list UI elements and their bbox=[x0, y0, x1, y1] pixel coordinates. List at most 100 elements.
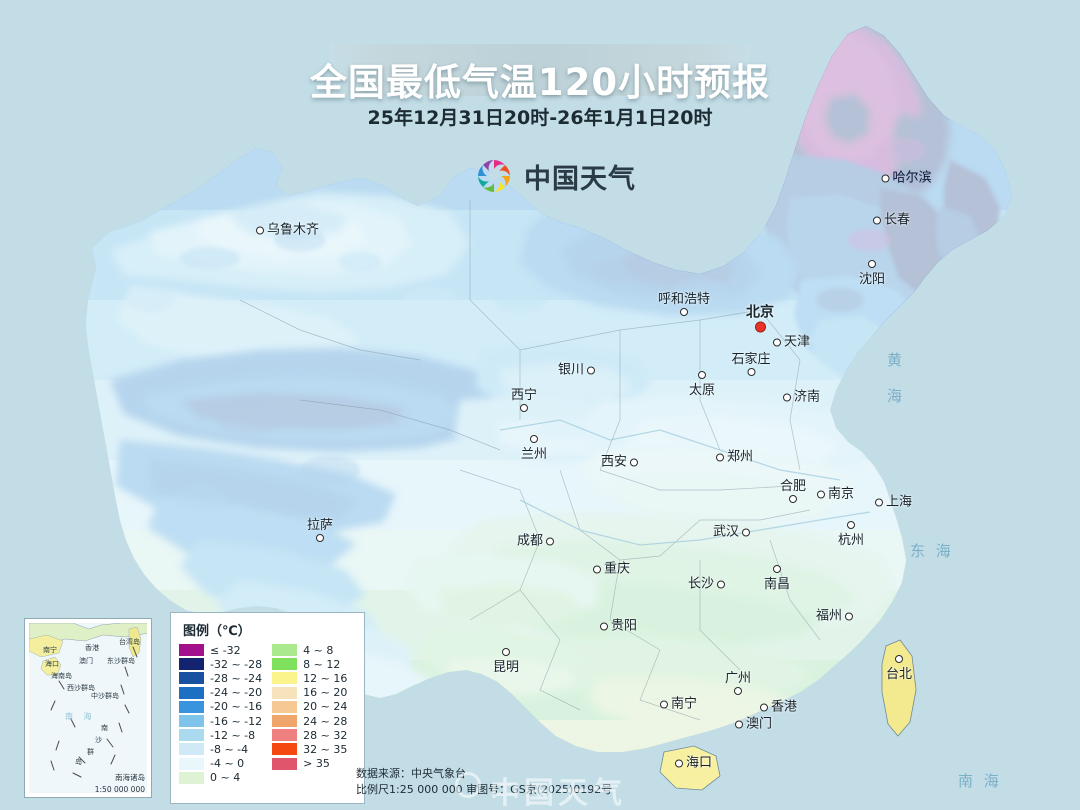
legend-item: 28 ~ 32 bbox=[272, 728, 347, 742]
inset-place-label: 海南岛 bbox=[51, 672, 72, 680]
title-band bbox=[330, 44, 750, 96]
legend-item: 0 ~ 4 bbox=[179, 771, 262, 785]
city-label: 兰州 bbox=[521, 434, 547, 462]
legend-range-label: 4 ~ 8 bbox=[303, 643, 334, 657]
city-label: 台北 bbox=[886, 654, 912, 682]
city-marker-icon bbox=[315, 533, 324, 542]
legend-range-label: -28 ~ -24 bbox=[210, 671, 263, 685]
legend-range-label: -24 ~ -20 bbox=[210, 686, 263, 700]
legend-item: 16 ~ 20 bbox=[272, 686, 347, 700]
legend-item: -32 ~ -28 bbox=[179, 657, 262, 671]
inset-canvas bbox=[29, 623, 147, 793]
inset-place-label: 香港 bbox=[85, 644, 99, 652]
sea-label: 南 海 bbox=[958, 772, 1002, 790]
city-marker-icon bbox=[546, 537, 555, 545]
city-marker-icon bbox=[587, 366, 596, 374]
city-name: 合肥 bbox=[779, 479, 807, 494]
rivers bbox=[499, 419, 871, 546]
city-label: 昆明 bbox=[493, 647, 519, 675]
legend-color-swatch bbox=[179, 658, 204, 671]
city-marker-icon bbox=[894, 654, 903, 663]
city-label: 贵阳 bbox=[597, 615, 637, 634]
city-label: 南昌 bbox=[764, 564, 790, 592]
city-marker-icon bbox=[734, 720, 743, 728]
inset-place-label: 南宁 bbox=[43, 646, 57, 654]
city-label: 天津 bbox=[770, 331, 810, 350]
legend-item: > 35 bbox=[272, 757, 347, 771]
city-label: 太原 bbox=[689, 370, 715, 398]
city-marker-icon bbox=[501, 647, 510, 656]
inset-title: 南海诸岛 bbox=[115, 773, 145, 782]
legend-color-swatch bbox=[179, 715, 204, 728]
legend-color-swatch bbox=[179, 672, 204, 685]
city-label: 合肥 bbox=[780, 475, 806, 503]
city-marker-icon bbox=[746, 367, 755, 376]
city-name: 郑州 bbox=[726, 449, 754, 465]
legend-range-label: -32 ~ -28 bbox=[210, 657, 263, 671]
legend-color-swatch bbox=[179, 771, 204, 784]
city-name: 上海 bbox=[885, 494, 913, 510]
city-label: 银川 bbox=[558, 359, 598, 378]
city-name: 贵阳 bbox=[610, 618, 638, 634]
legend-color-swatch bbox=[272, 658, 298, 671]
legend-range-label: -8 ~ -4 bbox=[210, 742, 249, 756]
city-marker-icon bbox=[788, 494, 797, 503]
legend-color-swatch bbox=[272, 672, 298, 685]
city-label: 西安 bbox=[601, 451, 641, 470]
city-label: 郑州 bbox=[713, 446, 753, 465]
inset-place-label: 中沙群岛 bbox=[91, 692, 119, 700]
city-marker-icon bbox=[715, 453, 724, 461]
legend-color-swatch bbox=[272, 715, 298, 728]
inset-place-label: 岛 bbox=[75, 758, 82, 766]
watermark-text: 中国天气 bbox=[490, 776, 626, 810]
legend-color-swatch bbox=[179, 757, 204, 770]
south-china-sea-inset: 南宁 海口 香港 澳门 台湾岛 东沙群岛 海南岛 西沙群岛 中沙群岛南沙群岛 南 海 南海诸岛 1… bbox=[24, 618, 152, 798]
city-marker-icon bbox=[742, 528, 751, 536]
legend-item: -16 ~ -12 bbox=[179, 714, 262, 728]
legend-item: 32 ~ 35 bbox=[272, 742, 347, 756]
city-name: 沈阳 bbox=[858, 272, 886, 287]
city-marker-icon bbox=[717, 580, 726, 588]
sea-label: 黄 海 bbox=[885, 352, 903, 411]
brand-name: 中国天气 bbox=[524, 163, 636, 195]
legend-range-label: -12 ~ -8 bbox=[210, 728, 256, 742]
city-marker-icon bbox=[630, 458, 639, 466]
legend-range-label: 32 ~ 35 bbox=[303, 742, 348, 756]
legend-item: 24 ~ 28 bbox=[272, 714, 347, 728]
inset-sea-label: 南 海 bbox=[65, 712, 96, 721]
legend-color-swatch bbox=[272, 686, 298, 699]
city-label: 南京 bbox=[814, 483, 854, 502]
legend-item: -24 ~ -20 bbox=[179, 686, 262, 700]
city-label: 广州 bbox=[725, 667, 751, 695]
city-marker-icon bbox=[255, 226, 264, 234]
city-name: 天津 bbox=[783, 334, 811, 350]
inset-scale: 1:50 000 000 bbox=[94, 785, 145, 794]
legend-item: -20 ~ -16 bbox=[179, 700, 262, 714]
city-name: 长沙 bbox=[687, 576, 715, 592]
city-marker-icon bbox=[599, 622, 608, 630]
page-title: 全国最低气温120小时预报 bbox=[309, 61, 771, 104]
legend-item: -12 ~ -8 bbox=[179, 728, 262, 742]
city-marker-icon bbox=[874, 498, 883, 506]
city-name: 拉萨 bbox=[306, 518, 334, 533]
brand-logo: 中国天气 bbox=[474, 156, 636, 196]
legend-range-label: -16 ~ -12 bbox=[210, 714, 263, 728]
city-name: 南京 bbox=[827, 486, 855, 502]
city-name: 乌鲁木齐 bbox=[266, 222, 320, 238]
legend-color-swatch bbox=[272, 757, 298, 770]
inset-place-label: 澳门 bbox=[79, 657, 93, 665]
city-name: 石家庄 bbox=[731, 352, 771, 367]
city-marker-icon bbox=[733, 686, 742, 695]
legend-item: 12 ~ 16 bbox=[272, 671, 347, 685]
legend-item: 4 ~ 8 bbox=[272, 643, 347, 657]
legend-color-swatch bbox=[179, 686, 204, 699]
city-label: 石家庄 bbox=[731, 348, 771, 376]
city-name: 海口 bbox=[685, 755, 713, 771]
city-name: 南宁 bbox=[670, 696, 698, 712]
city-name: 兰州 bbox=[520, 447, 548, 462]
legend-color-swatch bbox=[272, 743, 298, 756]
legend-item: -8 ~ -4 bbox=[179, 742, 262, 756]
province-borders bbox=[239, 200, 821, 721]
